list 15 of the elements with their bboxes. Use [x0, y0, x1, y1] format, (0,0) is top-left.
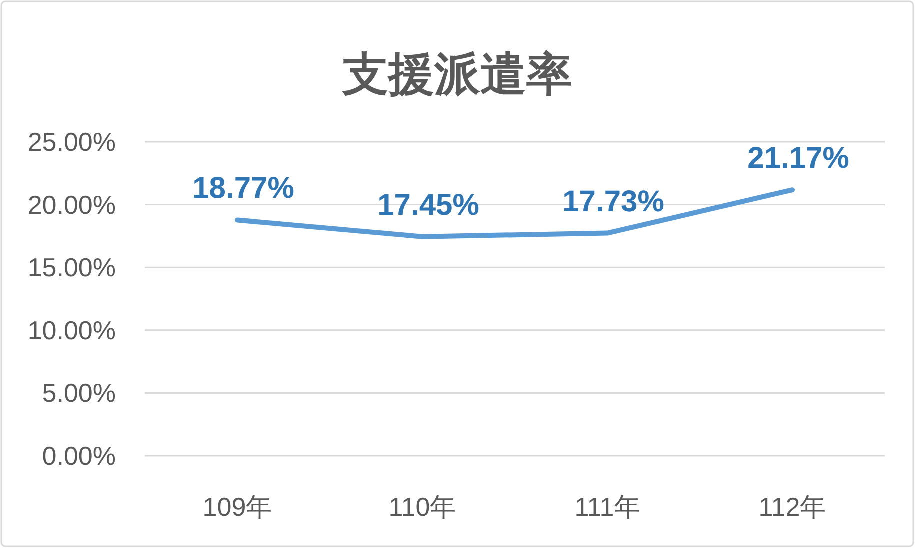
x-tick-label: 109年	[202, 492, 272, 522]
x-tick-label: 111年	[574, 492, 640, 522]
y-tick-label: 25.00%	[28, 127, 116, 157]
data-label: 17.45%	[378, 188, 480, 222]
y-tick-label: 0.00%	[42, 441, 116, 471]
x-tick-label: 110年	[388, 492, 456, 522]
x-tick-label: 112年	[758, 492, 826, 522]
chart-title: 支援派遣率	[342, 48, 572, 100]
data-label: 17.73%	[562, 185, 664, 218]
y-tick-label: 20.00%	[28, 190, 116, 220]
y-tick-label: 15.00%	[28, 252, 116, 283]
data-label: 21.17%	[748, 142, 850, 176]
data-label: 18.77%	[192, 172, 294, 206]
y-tick-label: 10.00%	[28, 315, 116, 346]
y-tick-label: 5.00%	[42, 378, 116, 408]
